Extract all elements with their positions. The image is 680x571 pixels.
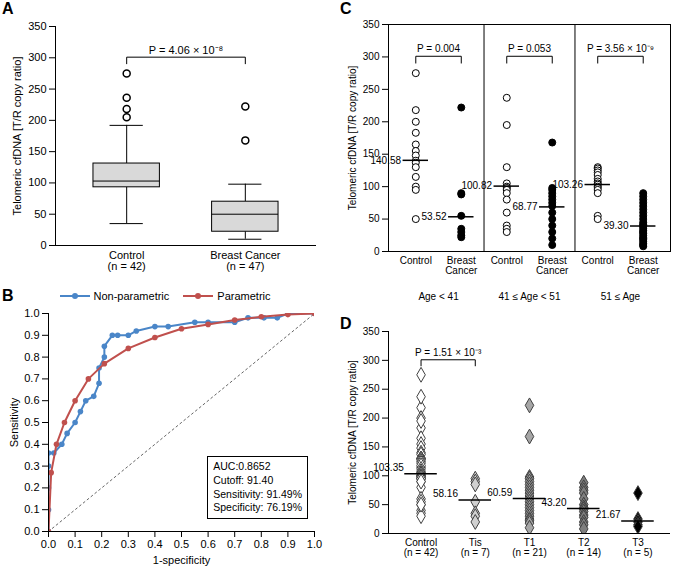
svg-text:Telomeric cfDNA [T/R copy rati: Telomeric cfDNA [T/R copy ratio] — [347, 360, 358, 505]
html-text:Specificity: 76.19%: Specificity: 76.19% — [213, 501, 302, 514]
svg-text:53.52: 53.52 — [422, 211, 447, 222]
svg-text:0.9: 0.9 — [280, 538, 295, 550]
html-text:C: C — [340, 0, 352, 17]
svg-text:Age < 41: Age < 41 — [418, 291, 459, 302]
svg-text:Control: Control — [582, 255, 614, 266]
svg-text:T3(n = 5): T3(n = 5) — [623, 537, 652, 558]
html-text:Sensitivity: 91.49%: Sensitivity: 91.49% — [213, 487, 302, 500]
svg-text:0.9: 0.9 — [24, 329, 39, 341]
svg-text:51 ≤ Age: 51 ≤ Age — [601, 291, 641, 302]
svg-text:0.5: 0.5 — [24, 416, 39, 428]
svg-text:0.5: 0.5 — [174, 538, 189, 550]
svg-text:0.6: 0.6 — [200, 538, 215, 550]
svg-text:350: 350 — [363, 326, 380, 337]
svg-text:Telomeric cfDNA [T/R copy rati: Telomeric cfDNA [T/R copy ratio] — [347, 66, 358, 211]
svg-text:103.35: 103.35 — [373, 462, 404, 474]
svg-text:103.26: 103.26 — [552, 179, 583, 190]
svg-text:P = 4.06 × 10⁻⁸: P = 4.06 × 10⁻⁸ — [149, 44, 224, 56]
svg-text:Telomeric cfDNA [T/R copy rati: Telomeric cfDNA [T/R copy ratio] — [11, 57, 23, 216]
svg-text:0.8: 0.8 — [24, 351, 39, 363]
svg-text:200: 200 — [363, 412, 380, 423]
svg-text:0.1: 0.1 — [67, 538, 82, 550]
svg-text:0.0: 0.0 — [41, 538, 56, 550]
html-text:Non-parametric: Non-parametric — [93, 290, 170, 302]
svg-text:150: 150 — [28, 145, 46, 157]
svg-text:0.6: 0.6 — [24, 394, 39, 406]
svg-text:150: 150 — [363, 441, 380, 452]
svg-text:P = 1.51 × 10⁻³: P = 1.51 × 10⁻³ — [415, 347, 482, 358]
svg-text:200: 200 — [363, 116, 380, 127]
svg-text:Control: Control — [491, 255, 523, 266]
svg-text:Control(n = 42): Control(n = 42) — [404, 537, 439, 558]
svg-text:100.82: 100.82 — [461, 180, 492, 191]
svg-text:BreastCancer: BreastCancer — [536, 255, 569, 276]
svg-text:P = 0.004: P = 0.004 — [417, 43, 460, 54]
svg-text:Breast Cancer(n = 47): Breast Cancer(n = 47) — [210, 249, 281, 272]
svg-text:100: 100 — [362, 470, 380, 481]
html-text:A: A — [2, 0, 14, 17]
svg-text:1.0: 1.0 — [307, 538, 322, 550]
svg-text:140.58: 140.58 — [370, 155, 401, 166]
svg-text:43.20: 43.20 — [541, 497, 566, 508]
svg-text:41 ≤ Age < 51: 41 ≤ Age < 51 — [499, 291, 561, 302]
svg-text:0.3: 0.3 — [24, 460, 39, 472]
svg-text:1-specificity: 1-specificity — [153, 554, 211, 566]
svg-text:350: 350 — [363, 19, 380, 30]
svg-text:0.7: 0.7 — [24, 372, 39, 384]
svg-text:BreastCancer: BreastCancer — [445, 255, 478, 276]
svg-text:BreastCancer: BreastCancer — [627, 255, 660, 276]
html-text:Parametric: Parametric — [217, 290, 271, 302]
svg-text:68.77: 68.77 — [512, 201, 537, 212]
svg-text:300: 300 — [363, 355, 380, 366]
svg-text:1.0: 1.0 — [24, 307, 39, 319]
svg-text:P = 0.053: P = 0.053 — [508, 43, 551, 54]
svg-text:0.3: 0.3 — [121, 538, 136, 550]
svg-text:Sensitivity: Sensitivity — [8, 397, 20, 447]
svg-text:50: 50 — [368, 499, 380, 510]
svg-text:0.4: 0.4 — [147, 538, 162, 550]
svg-text:39.30: 39.30 — [603, 220, 628, 231]
svg-text:Control(n = 42): Control(n = 42) — [108, 249, 146, 272]
html-text:Cutoff: 91.40: Cutoff: 91.40 — [213, 474, 274, 487]
svg-text:0.4: 0.4 — [24, 438, 39, 450]
svg-text:0.7: 0.7 — [227, 538, 242, 550]
svg-text:350: 350 — [28, 20, 46, 32]
svg-text:50: 50 — [368, 213, 380, 224]
svg-text:Tis(n = 7): Tis(n = 7) — [461, 537, 490, 558]
svg-text:0.1: 0.1 — [24, 503, 39, 515]
svg-text:0.0: 0.0 — [24, 525, 39, 537]
svg-text:21.67: 21.67 — [596, 509, 621, 520]
html-text:AUC:0.8652: AUC:0.8652 — [213, 460, 271, 473]
svg-text:Control: Control — [400, 255, 432, 266]
svg-text:0.2: 0.2 — [24, 481, 39, 493]
svg-text:58.16: 58.16 — [433, 488, 458, 499]
svg-text:300: 300 — [28, 51, 46, 63]
svg-text:60.59: 60.59 — [487, 487, 512, 498]
html-text:D: D — [340, 315, 352, 332]
svg-text:250: 250 — [28, 83, 46, 95]
svg-text:T1(n = 21): T1(n = 21) — [512, 537, 547, 558]
svg-text:0: 0 — [374, 528, 380, 539]
svg-text:P = 3.56 × 10⁻⁹: P = 3.56 × 10⁻⁹ — [587, 43, 654, 54]
html-text:B: B — [2, 287, 14, 304]
svg-text:0: 0 — [40, 239, 46, 251]
svg-text:T2(n = 14): T2(n = 14) — [566, 537, 601, 558]
svg-text:300: 300 — [363, 51, 380, 62]
svg-text:250: 250 — [363, 383, 380, 394]
svg-text:50: 50 — [34, 208, 46, 220]
svg-text:100: 100 — [28, 176, 46, 188]
svg-text:250: 250 — [363, 84, 380, 95]
svg-text:200: 200 — [28, 114, 46, 126]
svg-text:0: 0 — [374, 246, 380, 257]
svg-text:100: 100 — [363, 181, 380, 192]
svg-text:0.2: 0.2 — [94, 538, 109, 550]
svg-text:0.8: 0.8 — [254, 538, 269, 550]
